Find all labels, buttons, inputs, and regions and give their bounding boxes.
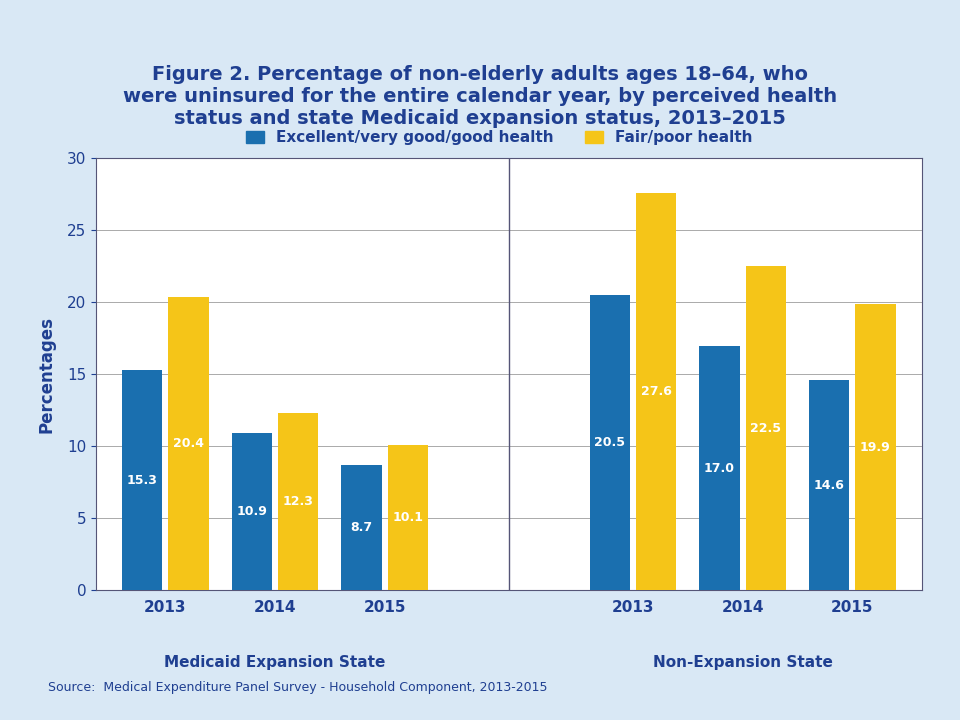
Text: Non-Expansion State: Non-Expansion State	[653, 655, 832, 670]
Text: Medicaid Expansion State: Medicaid Expansion State	[164, 655, 386, 670]
Bar	[809, 380, 850, 590]
Text: 10.1: 10.1	[393, 511, 423, 524]
Bar	[122, 370, 162, 590]
Legend: Excellent/very good/good health, Fair/poor health: Excellent/very good/good health, Fair/po…	[240, 125, 758, 151]
Text: 8.7: 8.7	[350, 521, 372, 534]
Text: 22.5: 22.5	[750, 422, 781, 435]
Bar	[746, 266, 786, 590]
Text: Source:  Medical Expenditure Panel Survey - Household Component, 2013-2015: Source: Medical Expenditure Panel Survey…	[48, 681, 547, 694]
Bar	[636, 193, 676, 590]
Bar	[855, 304, 896, 590]
Bar	[589, 295, 630, 590]
Bar	[699, 346, 740, 590]
Text: 12.3: 12.3	[282, 495, 314, 508]
Bar	[277, 413, 319, 590]
Bar	[168, 297, 208, 590]
Text: 19.9: 19.9	[860, 441, 891, 454]
Text: 14.6: 14.6	[814, 479, 845, 492]
Text: 15.3: 15.3	[127, 474, 157, 487]
Text: Figure 2. Percentage of non-elderly adults ages 18–64, who
were uninsured for th: Figure 2. Percentage of non-elderly adul…	[123, 65, 837, 127]
Bar	[231, 433, 272, 590]
Text: 17.0: 17.0	[704, 462, 735, 474]
Text: 20.4: 20.4	[173, 437, 204, 450]
Y-axis label: Percentages: Percentages	[37, 316, 56, 433]
Bar	[342, 465, 382, 590]
Text: 27.6: 27.6	[640, 385, 671, 398]
Bar	[388, 445, 428, 590]
Text: 20.5: 20.5	[594, 436, 625, 449]
Text: 10.9: 10.9	[236, 505, 267, 518]
